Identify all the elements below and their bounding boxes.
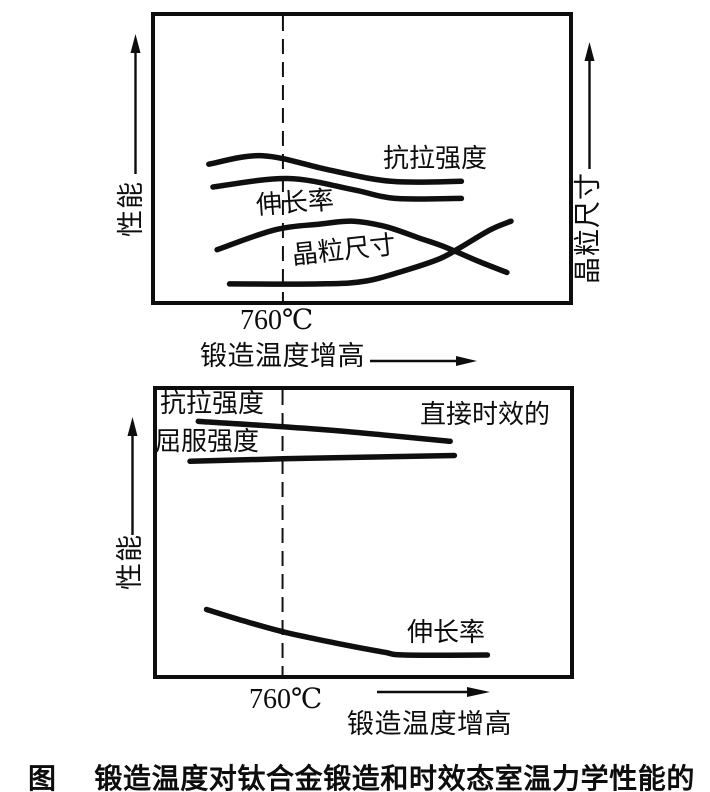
curve-屈服强度 xyxy=(187,452,458,464)
curve-抗拉强度 xyxy=(206,152,465,185)
bottom-chart-plot-area xyxy=(187,390,491,675)
top-xaxis-arrow-icon xyxy=(370,356,477,366)
top-elongation-label: 伸长率 xyxy=(254,185,335,220)
bottom-chart-x-marker: 760℃ xyxy=(249,684,323,715)
figure-caption: 图 4 锻造温度对钛合金锻造和时效态室温力学性能的影响 xyxy=(28,757,708,792)
figure-caption-number: 图 4 xyxy=(28,764,57,792)
top-left-axis-arrow-icon xyxy=(130,34,141,174)
bottom-elongation-label: 伸长率 xyxy=(407,618,486,647)
figure-caption-text: 锻造温度对钛合金锻造和时效态室温力学性能的影响 xyxy=(94,764,695,792)
bottom-tensile-strength-label: 抗拉强度 xyxy=(160,389,265,418)
bottom-chart-frame xyxy=(153,386,574,679)
bottom-xaxis-arrow-icon xyxy=(377,687,490,697)
curve-抗拉强度 xyxy=(195,418,453,445)
curve-伸长率 xyxy=(210,175,465,202)
top-chart-ylabel-right: 晶粒尺寸 xyxy=(572,172,603,284)
bottom-chart-xlabel: 锻造温度增高 xyxy=(347,709,512,739)
top-chart-ylabel-left: 性能 xyxy=(115,181,146,237)
bottom-yield-strength-label: 屈服强度 xyxy=(155,427,260,456)
top-chart-frame xyxy=(151,12,573,305)
top-tensile-strength-label: 抗拉强度 xyxy=(383,144,488,173)
curve-晶粒尺寸 xyxy=(226,218,514,287)
bottom-chart-ylabel-left: 性能 xyxy=(114,534,145,590)
top-chart-plot-area xyxy=(206,16,514,301)
top-right-axis-arrow-icon xyxy=(584,42,595,169)
bottom-left-axis-arrow-icon xyxy=(127,417,138,535)
bottom-direct-aged-annotation: 直接时效的 xyxy=(420,400,551,429)
curve-伸长率 xyxy=(203,606,491,658)
curve-unlabeled-2 xyxy=(214,218,510,276)
top-chart-x-marker: 760℃ xyxy=(240,305,314,336)
top-chart-xlabel: 锻造温度增高 xyxy=(200,341,365,371)
